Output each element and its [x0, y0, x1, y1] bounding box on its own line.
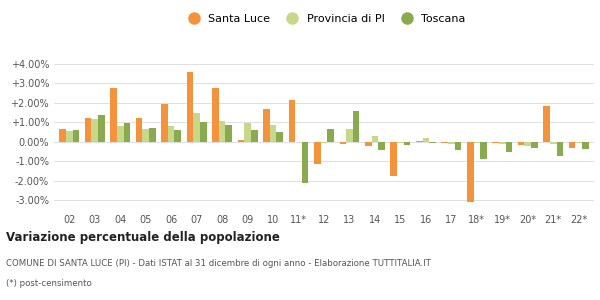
Bar	[314, 142, 320, 164]
Bar	[569, 142, 575, 148]
Bar	[328, 129, 334, 142]
Bar	[168, 126, 175, 142]
Bar	[506, 142, 512, 152]
Bar	[442, 142, 448, 143]
Bar	[391, 142, 397, 176]
Bar	[289, 100, 295, 142]
Bar	[557, 142, 563, 156]
Bar	[429, 142, 436, 143]
Bar	[378, 142, 385, 150]
Bar	[416, 141, 422, 142]
Bar	[98, 116, 104, 142]
Bar	[353, 110, 359, 142]
Bar	[219, 121, 226, 142]
Bar	[251, 130, 257, 142]
Bar	[448, 142, 455, 144]
Bar	[518, 142, 524, 145]
Bar	[200, 122, 206, 142]
Bar	[499, 142, 506, 144]
Bar	[124, 123, 130, 142]
Bar	[91, 119, 98, 142]
Bar	[455, 142, 461, 150]
Bar	[193, 112, 200, 142]
Text: COMUNE DI SANTA LUCE (PI) - Dati ISTAT al 31 dicembre di ogni anno - Elaborazion: COMUNE DI SANTA LUCE (PI) - Dati ISTAT a…	[6, 259, 431, 268]
Bar	[582, 142, 589, 148]
Bar	[226, 125, 232, 142]
Bar	[59, 129, 66, 142]
Bar	[371, 136, 378, 142]
Bar	[493, 142, 499, 143]
Bar	[263, 109, 270, 142]
Bar	[320, 142, 328, 143]
Bar	[524, 142, 531, 146]
Bar	[161, 104, 168, 142]
Bar	[302, 142, 308, 183]
Bar	[531, 142, 538, 148]
Bar	[110, 88, 117, 142]
Bar	[66, 131, 73, 142]
Bar	[480, 142, 487, 159]
Bar	[467, 142, 473, 202]
Bar	[187, 71, 193, 142]
Legend: Santa Luce, Provincia di PI, Toscana: Santa Luce, Provincia di PI, Toscana	[178, 10, 470, 28]
Bar	[244, 123, 251, 142]
Bar	[149, 128, 155, 142]
Bar	[117, 126, 124, 142]
Bar	[212, 88, 219, 142]
Bar	[340, 142, 346, 144]
Bar	[238, 140, 244, 142]
Bar	[404, 142, 410, 145]
Bar	[544, 106, 550, 142]
Bar	[575, 142, 582, 143]
Bar	[550, 142, 557, 144]
Bar	[277, 132, 283, 142]
Bar	[365, 142, 371, 146]
Bar	[397, 142, 404, 143]
Bar	[175, 130, 181, 142]
Text: (*) post-censimento: (*) post-censimento	[6, 280, 92, 289]
Bar	[346, 129, 353, 142]
Bar	[136, 118, 142, 142]
Bar	[422, 138, 429, 142]
Bar	[142, 129, 149, 142]
Bar	[73, 130, 79, 142]
Bar	[473, 142, 480, 143]
Bar	[85, 118, 91, 142]
Bar	[270, 125, 277, 142]
Text: Variazione percentuale della popolazione: Variazione percentuale della popolazione	[6, 232, 280, 244]
